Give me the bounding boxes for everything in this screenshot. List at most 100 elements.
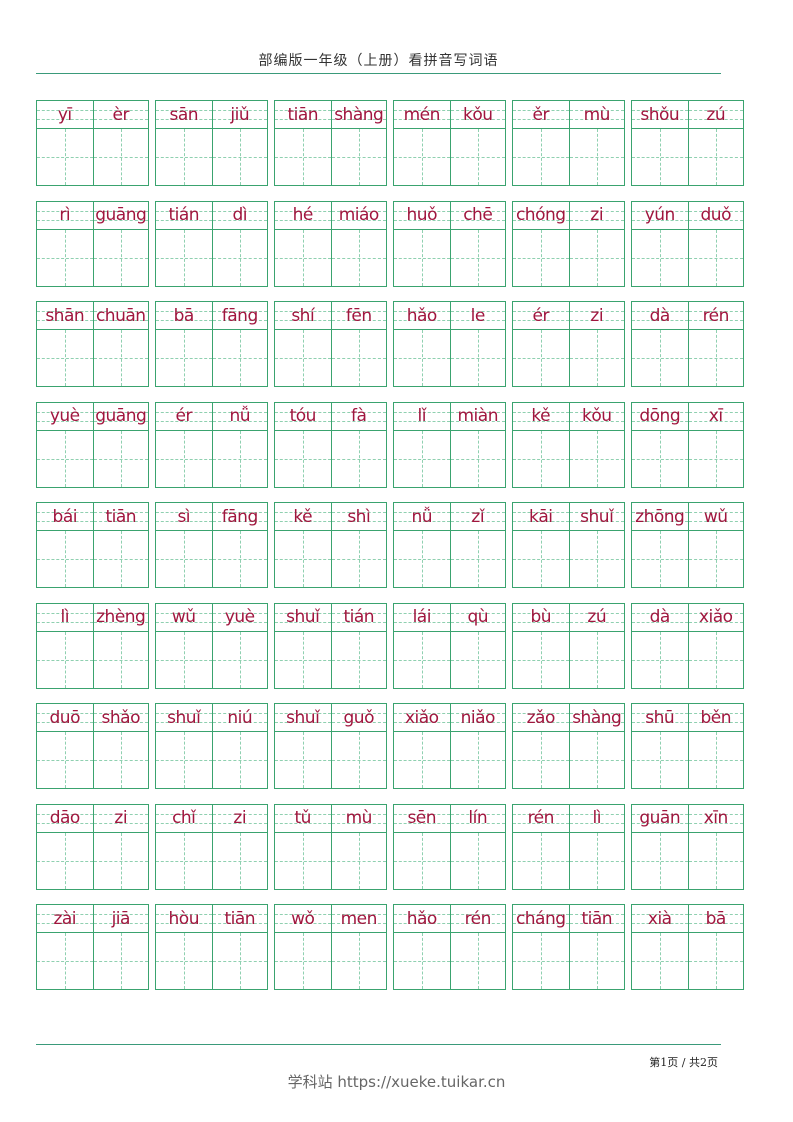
writing-square[interactable] xyxy=(37,732,93,788)
writing-square[interactable] xyxy=(450,631,506,688)
writing-square[interactable] xyxy=(688,430,744,487)
writing-square[interactable] xyxy=(212,933,268,989)
writing-square[interactable] xyxy=(569,933,625,989)
character-cell[interactable]: duǒ xyxy=(687,201,743,286)
writing-square[interactable] xyxy=(93,430,149,487)
writing-square[interactable] xyxy=(156,631,212,688)
writing-square[interactable] xyxy=(37,229,93,286)
writing-square[interactable] xyxy=(275,229,331,286)
character-cell[interactable]: tiān xyxy=(92,503,149,587)
character-cell[interactable]: shǎo xyxy=(92,704,148,788)
writing-square[interactable] xyxy=(331,330,387,386)
writing-square[interactable] xyxy=(513,330,569,386)
writing-square[interactable] xyxy=(450,330,506,386)
writing-square[interactable] xyxy=(569,129,625,185)
writing-square[interactable] xyxy=(212,129,268,185)
character-cell[interactable]: sì xyxy=(156,503,212,587)
writing-square[interactable] xyxy=(394,832,450,889)
character-cell[interactable]: sēn xyxy=(394,805,450,889)
character-cell[interactable]: shān xyxy=(37,302,93,386)
character-cell[interactable]: hǎo xyxy=(394,302,450,386)
character-cell[interactable]: shuǐ xyxy=(275,704,331,788)
writing-square[interactable] xyxy=(275,631,331,688)
character-cell[interactable]: xiǎo xyxy=(394,704,450,788)
writing-square[interactable] xyxy=(688,330,744,386)
writing-square[interactable] xyxy=(37,933,93,989)
character-cell[interactable]: xīn xyxy=(687,804,743,889)
character-cell[interactable]: chóng xyxy=(513,202,569,286)
writing-square[interactable] xyxy=(37,129,93,185)
character-cell[interactable]: mén xyxy=(394,101,450,185)
character-cell[interactable]: dà xyxy=(632,604,688,688)
writing-square[interactable] xyxy=(212,531,268,587)
character-cell[interactable]: zài xyxy=(37,905,93,989)
character-cell[interactable]: shuǐ xyxy=(156,704,212,788)
character-cell[interactable]: kě xyxy=(275,503,331,587)
character-cell[interactable]: zú xyxy=(568,603,625,688)
character-cell[interactable]: chǐ xyxy=(156,805,212,889)
writing-square[interactable] xyxy=(156,531,212,587)
writing-square[interactable] xyxy=(569,732,625,788)
character-cell[interactable]: shì xyxy=(330,503,387,587)
writing-square[interactable] xyxy=(450,933,506,989)
writing-square[interactable] xyxy=(331,430,387,487)
writing-square[interactable] xyxy=(331,631,387,688)
character-cell[interactable]: lǐ xyxy=(394,403,450,487)
writing-square[interactable] xyxy=(632,732,688,788)
writing-square[interactable] xyxy=(37,330,93,386)
writing-square[interactable] xyxy=(275,933,331,989)
writing-square[interactable] xyxy=(93,531,149,587)
character-cell[interactable]: lì xyxy=(568,804,624,889)
character-cell[interactable]: zi xyxy=(92,804,148,889)
character-cell[interactable]: nǚ xyxy=(211,402,267,487)
character-cell[interactable]: miàn xyxy=(449,402,506,487)
character-cell[interactable]: rén xyxy=(449,905,506,989)
character-cell[interactable]: tóu xyxy=(275,403,331,487)
writing-square[interactable] xyxy=(513,229,569,286)
character-cell[interactable]: hé xyxy=(275,202,331,286)
writing-square[interactable] xyxy=(632,631,688,688)
character-cell[interactable]: lái xyxy=(394,604,450,688)
writing-square[interactable] xyxy=(450,129,506,185)
character-cell[interactable]: dà xyxy=(632,302,688,386)
character-cell[interactable]: rén xyxy=(687,302,744,386)
character-cell[interactable]: jiā xyxy=(92,905,148,989)
character-cell[interactable]: qù xyxy=(449,603,506,688)
character-cell[interactable]: hǎo xyxy=(394,905,450,989)
writing-square[interactable] xyxy=(212,832,268,889)
writing-square[interactable] xyxy=(688,631,744,688)
character-cell[interactable]: fēn xyxy=(330,302,387,386)
character-cell[interactable]: fāng xyxy=(211,503,268,587)
character-cell[interactable]: chuān xyxy=(92,302,148,386)
writing-square[interactable] xyxy=(37,631,93,688)
writing-square[interactable] xyxy=(394,933,450,989)
writing-square[interactable] xyxy=(331,531,387,587)
character-cell[interactable]: tián xyxy=(156,202,212,286)
writing-square[interactable] xyxy=(450,430,506,487)
character-cell[interactable]: miáo xyxy=(330,201,386,286)
writing-square[interactable] xyxy=(632,832,688,889)
character-cell[interactable]: le xyxy=(449,302,506,386)
character-cell[interactable]: rì xyxy=(37,202,93,286)
writing-square[interactable] xyxy=(513,933,569,989)
writing-square[interactable] xyxy=(688,531,744,587)
character-cell[interactable]: zi xyxy=(568,201,624,286)
writing-square[interactable] xyxy=(156,229,212,286)
character-cell[interactable]: shuǐ xyxy=(275,604,331,688)
writing-square[interactable] xyxy=(394,430,450,487)
writing-square[interactable] xyxy=(513,732,569,788)
character-cell[interactable]: niǎo xyxy=(449,704,505,788)
writing-square[interactable] xyxy=(632,933,688,989)
character-cell[interactable]: rén xyxy=(513,805,569,889)
writing-square[interactable] xyxy=(156,933,212,989)
character-cell[interactable]: xī xyxy=(687,402,744,487)
writing-square[interactable] xyxy=(275,732,331,788)
writing-square[interactable] xyxy=(513,430,569,487)
character-cell[interactable]: tiān xyxy=(568,905,625,989)
writing-square[interactable] xyxy=(569,631,625,688)
character-cell[interactable]: ér xyxy=(513,302,569,386)
writing-square[interactable] xyxy=(37,430,93,487)
character-cell[interactable]: yī xyxy=(37,101,93,185)
character-cell[interactable]: bù xyxy=(513,604,569,688)
character-cell[interactable]: mù xyxy=(330,804,386,889)
